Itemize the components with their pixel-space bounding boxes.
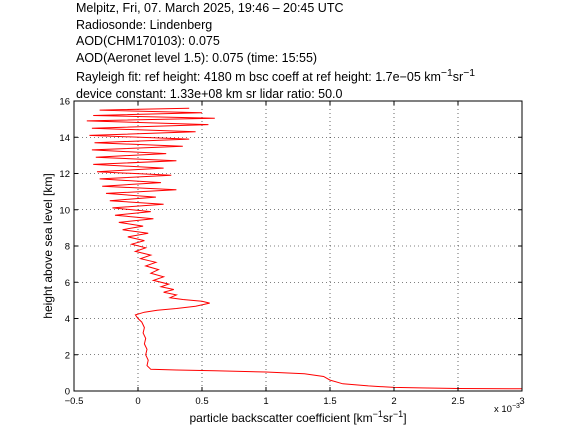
grid-lines bbox=[74, 101, 522, 391]
y-tick-label: 12 bbox=[59, 169, 70, 180]
y-tick-label: 4 bbox=[65, 314, 70, 325]
y-tick-label: 16 bbox=[59, 97, 70, 108]
x-axis-label-sup1: −1 bbox=[373, 409, 383, 419]
x-axis-label: particle backscatter coefficient [km−1sr… bbox=[189, 409, 406, 425]
y-tick-label: 14 bbox=[59, 133, 70, 144]
x-multiplier-exp: −3 bbox=[512, 403, 520, 410]
header-unit-sup1: −1 bbox=[440, 68, 453, 79]
x-tick-label: 0 bbox=[135, 396, 140, 407]
x-multiplier-base: x 10 bbox=[494, 404, 512, 415]
y-tick-label: 6 bbox=[65, 278, 70, 289]
chart-header: Melpitz, Fri, 07. March 2025, 19:46 – 20… bbox=[76, 0, 576, 102]
y-tick-label: 0 bbox=[65, 387, 70, 398]
header-radiosonde: Radiosonde: Lindenberg bbox=[76, 17, 213, 32]
series-line-group bbox=[86, 107, 523, 390]
header-unit-sup2: −1 bbox=[463, 68, 476, 79]
y-tick-label: 8 bbox=[65, 242, 70, 253]
header-location-time: Melpitz, Fri, 07. March 2025, 19:46 – 20… bbox=[76, 1, 344, 15]
x-axis-label-sup2: −1 bbox=[393, 409, 403, 419]
y-axis-label: height above sea level [km] bbox=[41, 173, 55, 318]
y-tick-label: 2 bbox=[65, 350, 70, 361]
x-tick-label: 0.5 bbox=[195, 396, 208, 407]
x-axis-multiplier: x 10−3 bbox=[494, 403, 520, 415]
header-aod-aeronet: AOD(Aeronet level 1.5): 0.075 (time: 15:… bbox=[76, 50, 318, 65]
x-axis-label-end: ] bbox=[403, 411, 406, 425]
header-rayleigh-fit: Rayleigh fit: ref height: 4180 m bsc coe… bbox=[76, 66, 576, 86]
x-tick-label: 2 bbox=[391, 396, 396, 407]
header-rayleigh-text: Rayleigh fit: ref height: 4180 m bsc coe… bbox=[76, 70, 441, 85]
x-tick-label: 1.5 bbox=[323, 396, 336, 407]
header-unit-sr: sr bbox=[452, 70, 464, 85]
x-tick-label: 1 bbox=[263, 396, 268, 407]
y-tick-label: 10 bbox=[59, 205, 70, 216]
x-axis-label-main: particle backscatter coefficient [km bbox=[189, 411, 372, 425]
x-tick-label: 2.5 bbox=[451, 396, 464, 407]
x-axis-label-sr: sr bbox=[383, 411, 393, 425]
x-tick-label: −0.5 bbox=[65, 396, 84, 407]
x-tick-label: 3 bbox=[519, 396, 524, 407]
header-device-constant: device constant: 1.33e+08 km sr lidar ra… bbox=[76, 86, 343, 101]
header-aod-chm: AOD(CHM170103): 0.075 bbox=[76, 34, 220, 48]
series-line bbox=[86, 107, 523, 390]
